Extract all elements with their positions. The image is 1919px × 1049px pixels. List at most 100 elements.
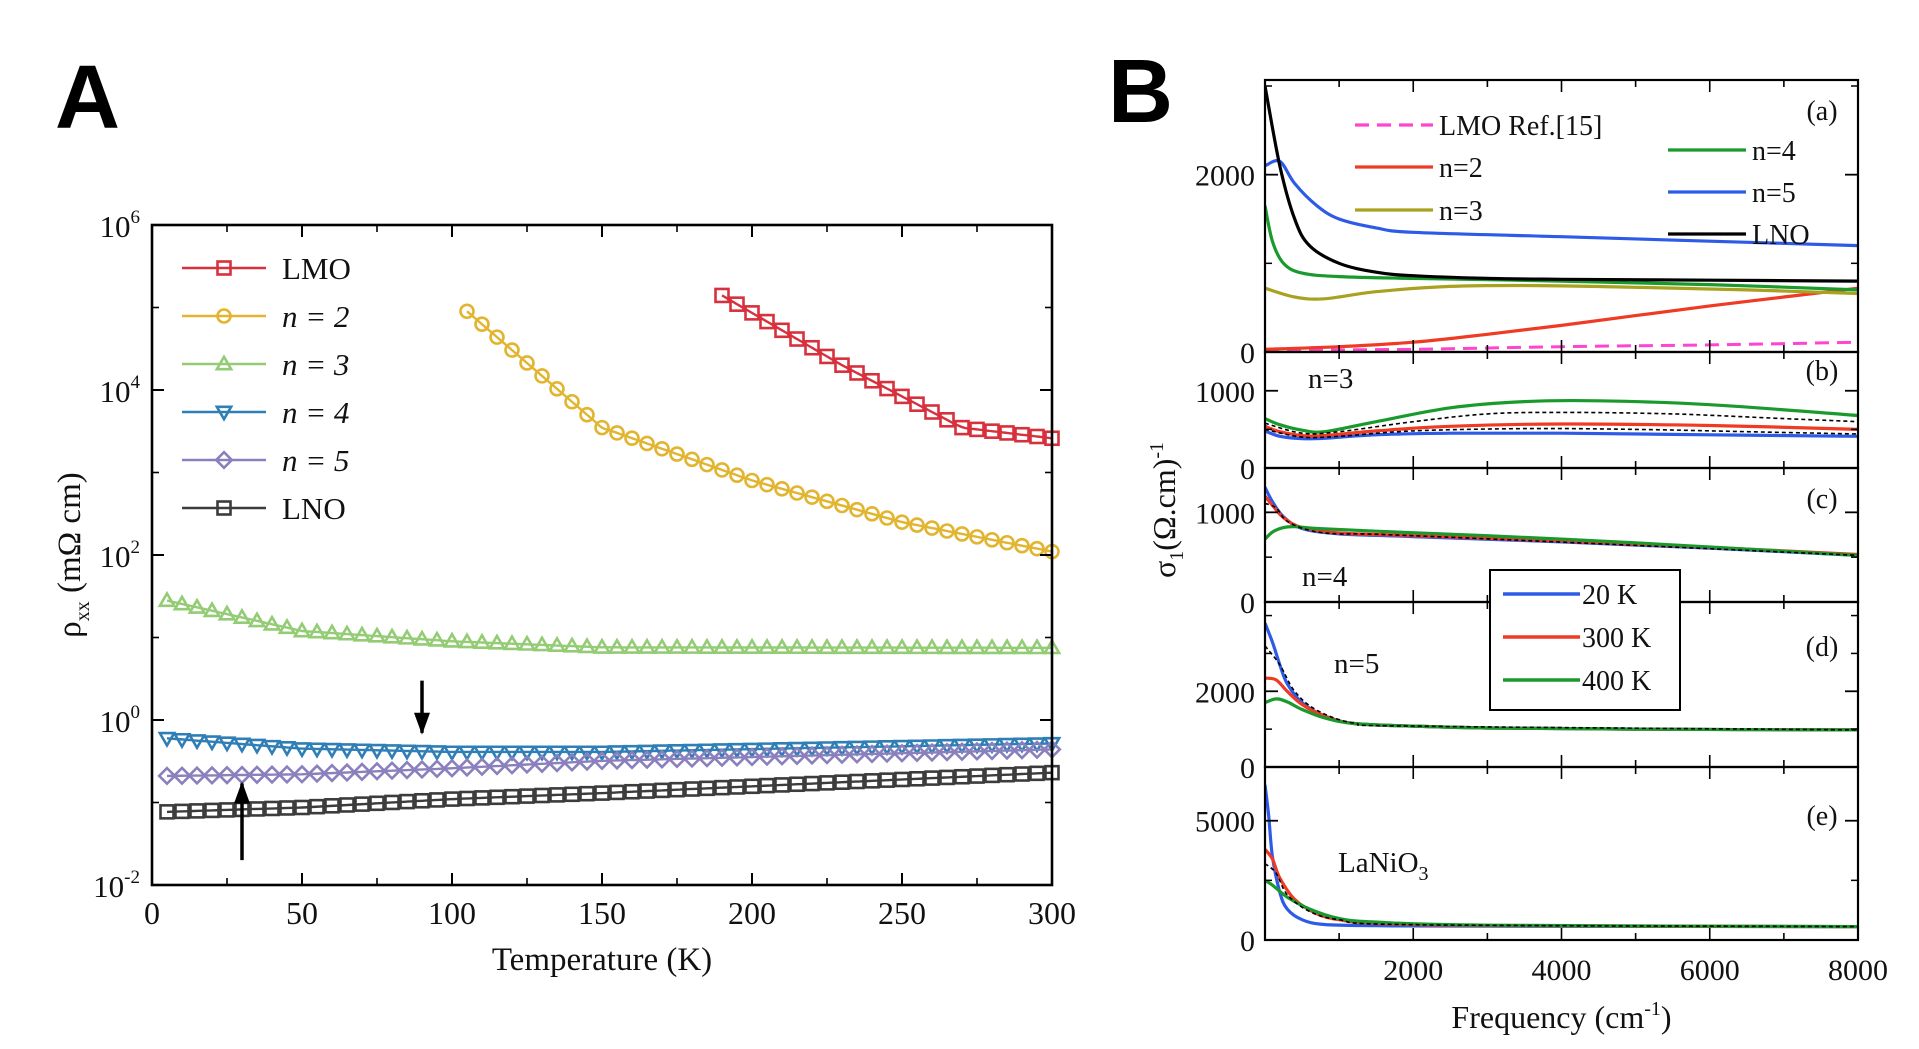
data-point <box>894 771 910 788</box>
data-point <box>397 744 417 761</box>
data-point <box>742 637 762 654</box>
x-tick-label: 2000 <box>1383 954 1443 987</box>
legend-marker <box>216 308 232 324</box>
data-point <box>337 624 357 641</box>
data-point <box>549 381 565 397</box>
data-point <box>937 742 957 762</box>
data-point <box>457 757 477 778</box>
data-point <box>742 747 762 767</box>
data-point <box>759 777 775 794</box>
series-line <box>1265 429 1858 441</box>
data-point <box>699 456 715 473</box>
data-point <box>219 802 235 818</box>
data-point <box>202 765 222 785</box>
data-point <box>639 435 655 452</box>
series-line <box>1265 85 1858 283</box>
data-point <box>714 287 730 304</box>
data-point <box>459 303 475 320</box>
data-point <box>562 745 582 762</box>
data-point <box>729 467 745 484</box>
data-point <box>457 745 477 762</box>
data-point <box>997 740 1017 761</box>
series-a-0 <box>714 287 1060 447</box>
data-point <box>174 803 190 820</box>
y-tick-label: 5000 <box>1195 806 1255 839</box>
data-point <box>367 761 387 781</box>
data-point <box>337 743 357 760</box>
data-point <box>787 637 807 655</box>
data-point <box>729 296 745 312</box>
legend-label: n = 5 <box>282 443 349 478</box>
x-tick-label: 50 <box>286 895 318 931</box>
data-point <box>922 742 942 763</box>
data-point <box>399 793 415 810</box>
data-point <box>834 357 850 373</box>
x-axis-label: Temperature (K) <box>492 942 712 978</box>
subpanel-tag: (a) <box>1806 96 1837 127</box>
data-point <box>907 637 927 655</box>
data-point <box>742 742 762 759</box>
data-point <box>579 406 595 423</box>
y-tick-label: 0 <box>1240 587 1255 620</box>
data-point <box>864 773 880 789</box>
data-point <box>472 745 492 762</box>
data-point <box>864 372 880 389</box>
legend-marker <box>214 450 234 470</box>
data-point <box>877 740 897 757</box>
data-point <box>969 768 985 784</box>
data-point <box>727 637 747 654</box>
data-point <box>172 766 192 786</box>
data-point <box>982 741 1002 761</box>
subpanel-label: n=4 <box>1302 561 1348 593</box>
series-a-5 <box>159 764 1060 820</box>
data-point <box>1014 766 1030 782</box>
data-point <box>892 743 912 763</box>
data-point <box>744 305 760 321</box>
data-point <box>774 777 790 793</box>
data-point <box>324 798 340 814</box>
data-point <box>744 472 760 489</box>
data-point <box>172 732 192 750</box>
subpanel-tag: (c) <box>1806 484 1837 515</box>
series-line <box>1265 205 1858 292</box>
data-point <box>952 637 972 655</box>
y-tick-label: 2000 <box>1195 676 1255 709</box>
data-point <box>907 743 927 763</box>
data-point <box>954 419 970 436</box>
data-point <box>1029 428 1045 445</box>
series-line <box>166 599 1052 649</box>
data-point <box>382 627 402 644</box>
y-tick-label: 2000 <box>1195 160 1255 193</box>
data-point <box>892 637 912 655</box>
subpanel-label: n=5 <box>1334 648 1379 680</box>
series-group <box>1265 398 1858 441</box>
legend-label: 20 K <box>1582 580 1637 611</box>
data-point <box>997 638 1017 655</box>
data-point <box>322 763 342 783</box>
data-point <box>594 419 610 436</box>
data-point <box>607 745 627 762</box>
y-tick-label: 106 <box>100 207 141 244</box>
data-point <box>232 607 252 624</box>
data-point <box>322 623 342 640</box>
data-point <box>622 637 642 654</box>
data-point <box>637 637 657 654</box>
data-point <box>157 590 177 608</box>
data-point <box>1014 426 1030 443</box>
data-point <box>202 735 222 752</box>
data-point <box>849 773 865 790</box>
data-point <box>474 790 490 806</box>
subpanel-label: LaNiO3 <box>1338 847 1429 885</box>
data-point <box>547 635 567 653</box>
data-point <box>577 636 597 654</box>
data-point <box>442 758 462 778</box>
data-point <box>534 787 550 804</box>
data-point <box>457 632 477 649</box>
data-point <box>639 783 655 799</box>
data-point <box>787 741 807 758</box>
data-point <box>1029 765 1045 782</box>
data-point <box>804 489 820 505</box>
data-point <box>877 743 897 764</box>
data-point <box>774 481 790 497</box>
data-point <box>412 629 432 646</box>
